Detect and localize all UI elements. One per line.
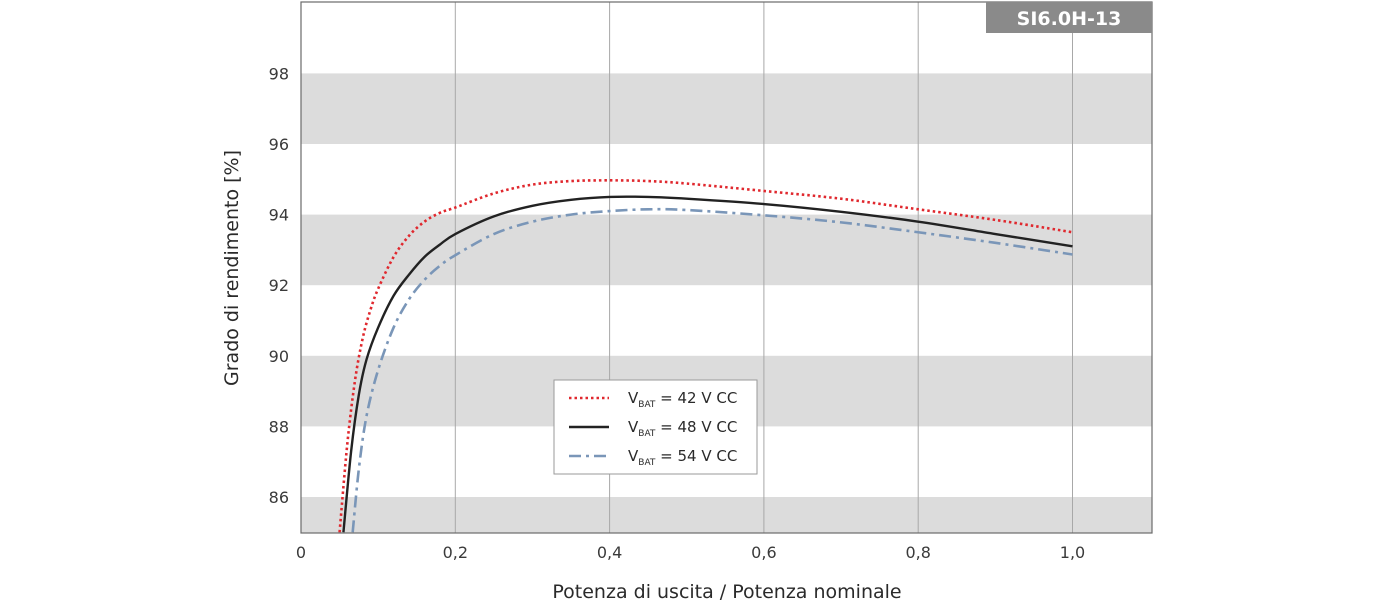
y-tick-label: 88 [269,417,289,436]
grid-band [301,214,1152,286]
series-layer [338,179,1073,533]
series-line-3 [351,207,1073,533]
y-tick-label: 92 [269,276,289,295]
y-axis-label: Grado di rendimento [%] [221,150,243,386]
y-tick-label: 86 [269,488,289,507]
x-tick-label: 0,4 [597,543,622,562]
x-tick-label: 0,6 [751,543,776,562]
x-tick-label: 0,2 [443,543,468,562]
model-badge: SI6.0H-13 [986,2,1152,33]
x-tick-label: 0 [296,543,306,562]
series-line-1 [338,179,1073,533]
x-tick-label: 0,8 [905,543,930,562]
series-line-2 [342,195,1073,533]
grid-band [301,497,1152,533]
y-tick-label: 90 [269,347,289,366]
legend: VBAT = 42 V CC VBAT = 48 V CC VBAT = 54 V … [553,379,758,475]
y-tick-label: 94 [269,206,289,225]
plot-frame [300,1,1153,534]
y-tick-label: 98 [269,64,289,83]
legend-label: VBAT = 48 V CC [628,418,737,439]
x-axis-label: Potenza di uscita / Potenza nominale [552,581,901,603]
grid-band [301,73,1152,144]
legend-label: VBAT = 42 V CC [628,389,737,410]
model-badge-box [986,2,1152,33]
y-tick-labels: 86 88 90 92 94 96 98 [269,64,289,507]
model-badge-text: SI6.0H-13 [1017,8,1122,30]
legend-label: VBAT = 54 V CC [628,447,737,468]
y-tick-label: 96 [269,135,289,154]
x-tick-label: 1,0 [1060,543,1085,562]
x-tick-labels: 0 0,2 0,4 0,6 0,8 1,0 [296,543,1085,562]
